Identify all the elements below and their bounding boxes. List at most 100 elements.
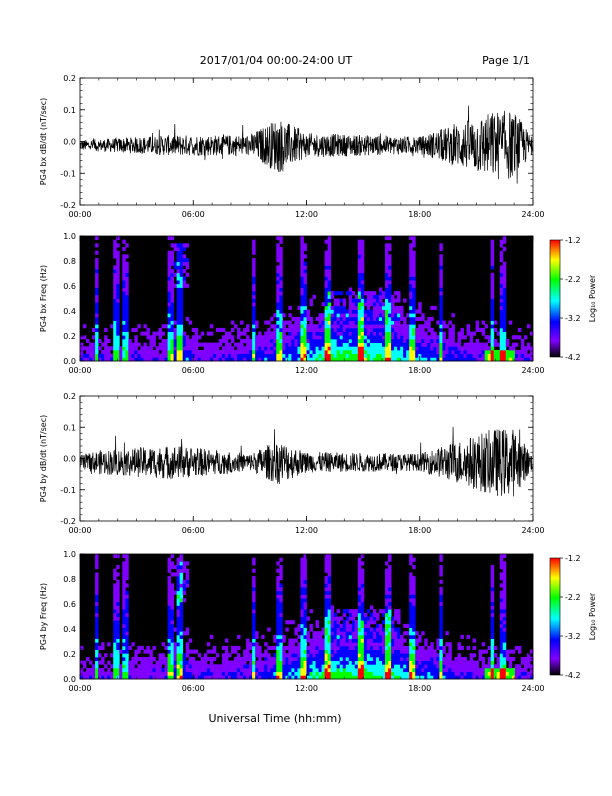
spectrogram-cell bbox=[176, 291, 181, 296]
spectrogram-cell bbox=[255, 346, 259, 351]
spectrogram-cell bbox=[167, 656, 171, 662]
spectrogram-cell bbox=[385, 583, 389, 588]
spectrogram-cell bbox=[466, 671, 470, 676]
spectrogram-cell bbox=[191, 671, 196, 676]
spectrogram-cell bbox=[427, 320, 431, 325]
spectrogram-cell bbox=[170, 331, 175, 336]
spectrogram-cell bbox=[363, 623, 368, 628]
spectrogram-cell bbox=[394, 309, 398, 314]
spectrogram-cell bbox=[333, 645, 338, 650]
spectrogram-cell bbox=[493, 342, 498, 347]
spectrogram-cell bbox=[505, 353, 510, 358]
spectrogram-cell bbox=[351, 357, 356, 362]
spectrogram-cell bbox=[170, 291, 175, 296]
spectrogram-cell bbox=[303, 349, 307, 355]
spectrogram-cell bbox=[333, 316, 338, 321]
spectrogram-cell bbox=[339, 634, 344, 639]
spectrogram-cell bbox=[255, 653, 259, 658]
spectrogram-cell bbox=[412, 642, 416, 647]
spectrogram-cell bbox=[366, 305, 371, 310]
spectrogram-cell bbox=[300, 645, 304, 650]
spectrogram-cell bbox=[249, 667, 253, 673]
spectrogram-cell bbox=[255, 675, 259, 680]
spectrogram-cell bbox=[484, 667, 489, 673]
spectrogram-cell bbox=[421, 331, 425, 336]
spectrogram-cell bbox=[294, 357, 298, 362]
spectrogram-cell bbox=[490, 250, 495, 255]
spectrogram-cell bbox=[342, 653, 347, 658]
spectrogram-cell bbox=[255, 660, 259, 665]
spectrogram-cell bbox=[354, 656, 359, 662]
spectrogram-cell bbox=[478, 656, 483, 662]
spectrogram-cell bbox=[312, 331, 316, 336]
spectrogram-cell bbox=[300, 298, 304, 303]
spectrogram-cell bbox=[303, 667, 307, 673]
spectrogram-cell bbox=[478, 349, 483, 355]
spectrogram-cell bbox=[514, 645, 519, 650]
spectrogram-cell bbox=[448, 656, 452, 662]
spectrogram-cell bbox=[499, 653, 504, 658]
spectrogram-cell bbox=[324, 298, 329, 303]
spectrogram-cell bbox=[185, 335, 190, 340]
spectrogram-cell bbox=[215, 327, 220, 332]
spectrogram-cell bbox=[463, 664, 467, 669]
spectrogram-cell bbox=[176, 568, 181, 573]
spectrogram-cell bbox=[436, 335, 440, 340]
spectrogram-cell bbox=[170, 324, 175, 329]
spectrogram-cell bbox=[276, 353, 280, 358]
spectrogram-cell bbox=[348, 609, 353, 614]
spectrogram-cell bbox=[318, 667, 322, 673]
spectrogram-cell bbox=[167, 313, 171, 318]
spectrogram-cell bbox=[161, 642, 165, 647]
spectrogram-cell bbox=[400, 353, 404, 358]
spectrogram-cell bbox=[412, 660, 416, 665]
spectrogram-cell bbox=[125, 642, 129, 647]
spectrogram-cell bbox=[255, 631, 259, 636]
spectrogram-cell bbox=[391, 294, 395, 299]
spectrogram-cell bbox=[391, 627, 395, 632]
spectrogram-cell bbox=[372, 313, 377, 318]
spectrogram-cell bbox=[95, 561, 99, 566]
spectrogram-cell bbox=[348, 664, 353, 669]
spectrogram-cell bbox=[116, 250, 120, 255]
spectrogram-cell bbox=[499, 645, 504, 650]
spectrogram-cell bbox=[164, 353, 168, 358]
spectrogram-cell bbox=[179, 280, 184, 285]
spectrogram-cell bbox=[439, 320, 443, 325]
spectrogram-cell bbox=[360, 331, 365, 336]
x-tick-label: 12:00 bbox=[295, 526, 318, 535]
spectrogram-cell bbox=[418, 346, 422, 351]
spectrogram-cell bbox=[490, 572, 495, 577]
spectrogram-cell bbox=[285, 335, 289, 340]
spectrogram-cell bbox=[252, 309, 256, 314]
spectrogram-cell bbox=[170, 664, 175, 669]
spectrogram-cell bbox=[285, 338, 289, 344]
spectrogram-cell bbox=[318, 357, 322, 362]
spectrogram-cell bbox=[258, 667, 262, 673]
spectrogram-cell bbox=[95, 313, 99, 318]
spectrogram-cell bbox=[279, 236, 283, 241]
spectrogram-cell bbox=[309, 331, 313, 336]
spectrogram-cell bbox=[294, 638, 298, 643]
spectrogram-cell bbox=[143, 671, 147, 676]
spectrogram-cell bbox=[279, 653, 283, 658]
spectrogram-cell bbox=[89, 660, 93, 665]
spectrogram-cell bbox=[348, 631, 353, 636]
spectrogram-cell bbox=[200, 664, 205, 669]
spectrogram-cell bbox=[303, 316, 307, 321]
spectrogram-cell bbox=[415, 653, 419, 658]
spectrogram-cell bbox=[409, 302, 413, 307]
spectrogram-cell bbox=[385, 269, 389, 274]
spectrogram-cell bbox=[282, 645, 286, 650]
spectrogram-cell bbox=[282, 353, 286, 358]
spectrogram-cell bbox=[243, 664, 247, 669]
spectrogram-cell bbox=[170, 276, 175, 281]
spectrogram-cell bbox=[297, 642, 301, 647]
spectrogram-cell bbox=[394, 335, 398, 340]
spectrogram-cell bbox=[104, 335, 108, 340]
spectrogram-cell bbox=[345, 667, 350, 673]
spectrogram-cell bbox=[360, 612, 365, 617]
spectrogram-cell bbox=[400, 346, 404, 351]
spectrogram-cell bbox=[252, 664, 256, 669]
spectrogram-cell bbox=[246, 338, 250, 344]
